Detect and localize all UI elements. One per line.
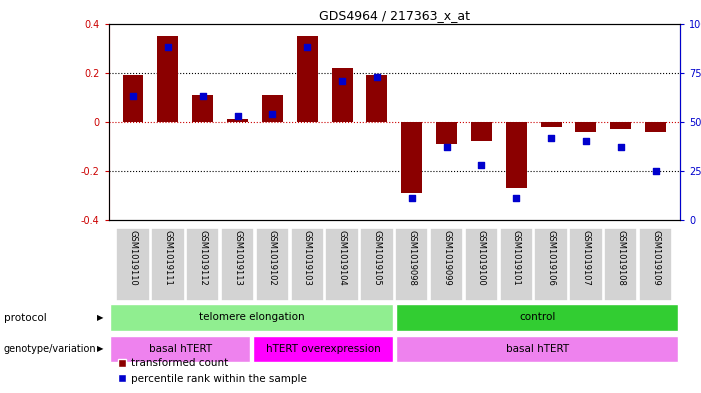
Point: [372, 73, 383, 80]
Point: [197, 93, 208, 99]
FancyBboxPatch shape: [604, 228, 637, 301]
FancyBboxPatch shape: [325, 228, 359, 301]
FancyBboxPatch shape: [116, 228, 150, 301]
FancyBboxPatch shape: [430, 228, 463, 301]
FancyBboxPatch shape: [500, 228, 533, 301]
Text: ▶: ▶: [97, 345, 104, 353]
Point: [615, 144, 627, 151]
FancyBboxPatch shape: [256, 228, 289, 301]
Point: [650, 168, 661, 174]
Text: hTERT overexpression: hTERT overexpression: [266, 344, 380, 354]
Text: GSM1019099: GSM1019099: [442, 230, 451, 285]
FancyBboxPatch shape: [396, 304, 678, 331]
FancyBboxPatch shape: [569, 228, 603, 301]
Bar: [576, 122, 597, 132]
Bar: [645, 122, 666, 132]
FancyBboxPatch shape: [290, 228, 324, 301]
Text: control: control: [519, 312, 555, 322]
Point: [336, 77, 348, 84]
Text: GSM1019100: GSM1019100: [477, 230, 486, 285]
Text: GSM1019112: GSM1019112: [198, 230, 207, 285]
Bar: [401, 122, 422, 193]
Bar: [158, 36, 178, 122]
Text: GSM1019104: GSM1019104: [338, 230, 346, 285]
FancyBboxPatch shape: [111, 304, 393, 331]
Text: GSM1019101: GSM1019101: [512, 230, 521, 285]
FancyBboxPatch shape: [111, 336, 250, 362]
Text: GSM1019110: GSM1019110: [128, 230, 137, 285]
Bar: [611, 122, 631, 129]
FancyBboxPatch shape: [534, 228, 568, 301]
Bar: [297, 36, 318, 122]
Bar: [192, 95, 213, 122]
Text: GSM1019102: GSM1019102: [268, 230, 277, 285]
Point: [301, 44, 313, 50]
Text: GSM1019109: GSM1019109: [651, 230, 660, 285]
Point: [476, 162, 487, 168]
Bar: [367, 75, 388, 122]
FancyBboxPatch shape: [639, 228, 672, 301]
Title: GDS4964 / 217363_x_at: GDS4964 / 217363_x_at: [319, 9, 470, 22]
Bar: [227, 119, 248, 122]
Bar: [540, 122, 562, 127]
Point: [128, 93, 139, 99]
Text: ▶: ▶: [97, 313, 104, 322]
Point: [510, 195, 522, 202]
Text: basal hTERT: basal hTERT: [149, 344, 212, 354]
Bar: [471, 122, 492, 141]
Text: GSM1019103: GSM1019103: [303, 230, 312, 286]
Text: GSM1019105: GSM1019105: [372, 230, 381, 285]
Bar: [332, 68, 353, 122]
FancyBboxPatch shape: [395, 228, 428, 301]
Legend: transformed count, percentile rank within the sample: transformed count, percentile rank withi…: [114, 354, 311, 388]
Text: telomere elongation: telomere elongation: [198, 312, 304, 322]
Point: [162, 44, 173, 50]
FancyBboxPatch shape: [360, 228, 394, 301]
Point: [406, 195, 417, 202]
Point: [580, 138, 592, 145]
Point: [441, 144, 452, 151]
Bar: [262, 95, 283, 122]
FancyBboxPatch shape: [396, 336, 678, 362]
Text: GSM1019098: GSM1019098: [407, 230, 416, 286]
Text: GSM1019107: GSM1019107: [581, 230, 590, 286]
Text: genotype/variation: genotype/variation: [4, 344, 96, 354]
Text: GSM1019113: GSM1019113: [233, 230, 242, 286]
Text: GSM1019106: GSM1019106: [547, 230, 556, 286]
Bar: [436, 122, 457, 144]
Point: [545, 134, 557, 141]
Point: [267, 111, 278, 117]
FancyBboxPatch shape: [221, 228, 254, 301]
Point: [232, 113, 243, 119]
Bar: [506, 122, 526, 188]
Text: basal hTERT: basal hTERT: [505, 344, 569, 354]
Text: GSM1019108: GSM1019108: [616, 230, 625, 286]
Text: GSM1019111: GSM1019111: [163, 230, 172, 285]
FancyBboxPatch shape: [465, 228, 498, 301]
Bar: [123, 75, 144, 122]
FancyBboxPatch shape: [253, 336, 393, 362]
FancyBboxPatch shape: [186, 228, 219, 301]
FancyBboxPatch shape: [151, 228, 184, 301]
Text: protocol: protocol: [4, 312, 46, 323]
